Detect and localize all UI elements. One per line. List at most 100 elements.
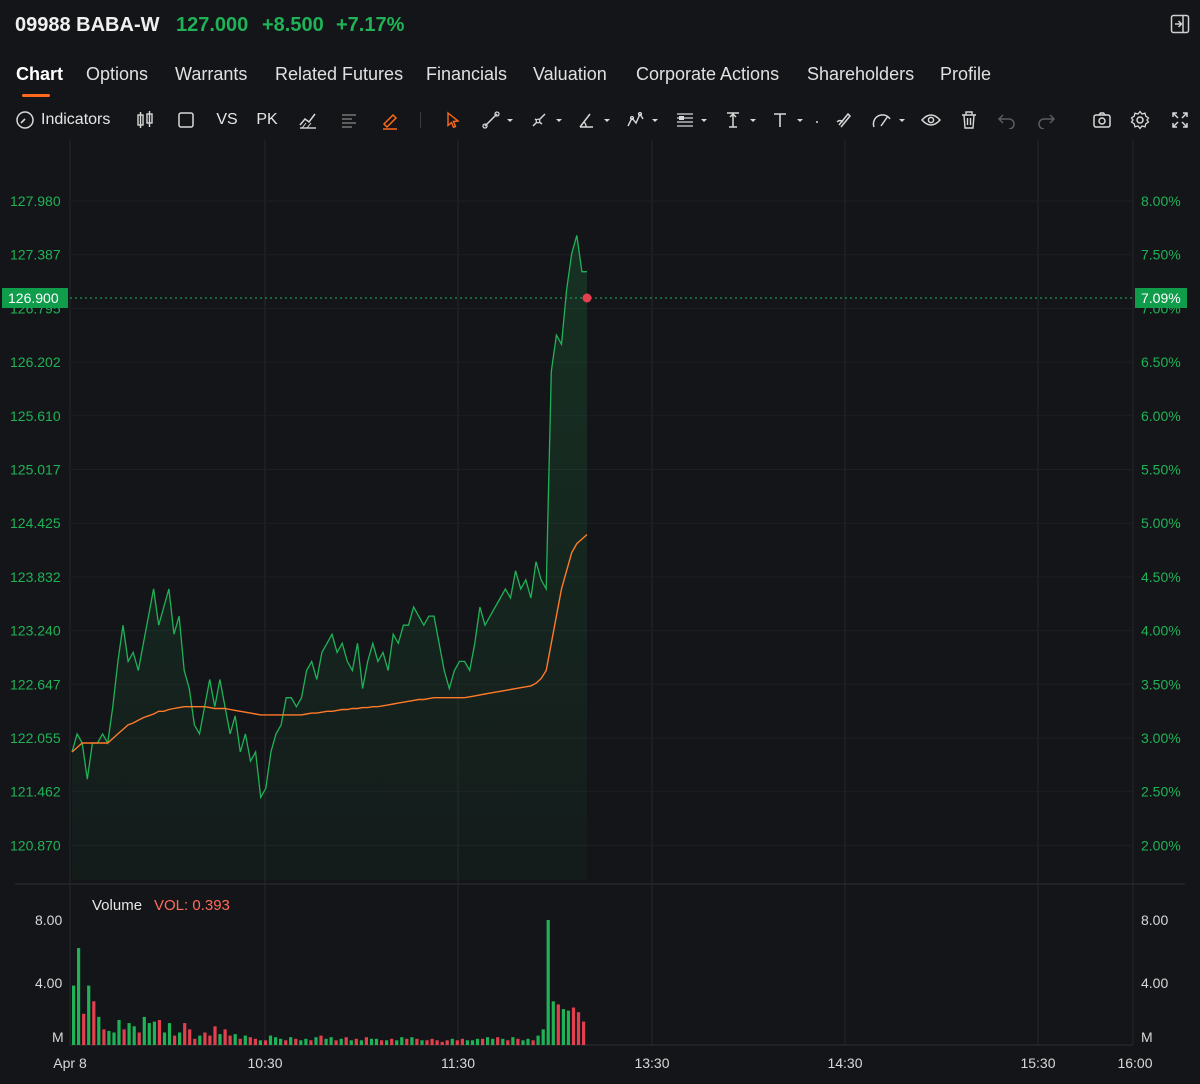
volume-bar bbox=[541, 1029, 545, 1045]
eraser-pen-icon[interactable] bbox=[833, 106, 855, 134]
volume-bar bbox=[576, 1012, 581, 1045]
volume-bar bbox=[440, 1041, 444, 1045]
volume-bar bbox=[107, 1030, 111, 1045]
price-tick-label: 123.832 bbox=[10, 569, 61, 585]
volume-bar bbox=[445, 1040, 449, 1045]
tab-related-futures[interactable]: Related Futures bbox=[275, 64, 404, 84]
volume-bar bbox=[450, 1038, 454, 1046]
ray-tool-icon[interactable] bbox=[528, 106, 566, 134]
tab-profile[interactable]: Profile bbox=[940, 64, 992, 84]
volume-bar bbox=[173, 1035, 177, 1045]
tab-valuation[interactable]: Valuation bbox=[533, 64, 607, 84]
tab-corporate-actions[interactable]: Corporate Actions bbox=[636, 64, 780, 84]
volume-bar bbox=[304, 1038, 308, 1046]
volume-bar bbox=[385, 1040, 389, 1045]
last-price-tag bbox=[2, 288, 68, 308]
rectangle-icon[interactable] bbox=[175, 106, 197, 134]
pct-tick-label: 4.00% bbox=[1141, 623, 1181, 639]
undo-icon[interactable] bbox=[996, 106, 1018, 134]
time-tick-label: 15:30 bbox=[1020, 1055, 1055, 1071]
brush-icon[interactable] bbox=[379, 106, 401, 134]
volume-bar bbox=[516, 1038, 520, 1046]
redo-icon[interactable] bbox=[1035, 106, 1057, 134]
volume-bar bbox=[167, 1023, 172, 1045]
price-range-icon[interactable] bbox=[722, 106, 760, 134]
pattern-tool-icon[interactable] bbox=[624, 106, 662, 134]
price-tick-label: 120.870 bbox=[10, 837, 61, 853]
collapse-panel-icon[interactable] bbox=[1170, 14, 1190, 36]
volume-bar bbox=[223, 1029, 227, 1045]
volume-tick-label: 4.00 bbox=[35, 975, 62, 991]
chart-grid bbox=[15, 140, 1185, 1046]
volume-bar bbox=[359, 1040, 363, 1045]
volume-bar bbox=[521, 1040, 525, 1045]
gauge-icon[interactable] bbox=[871, 106, 911, 134]
volume-bar bbox=[183, 1023, 187, 1045]
cursor-icon[interactable] bbox=[442, 106, 464, 134]
trash-icon[interactable] bbox=[958, 106, 980, 134]
tab-shareholders[interactable]: Shareholders bbox=[807, 64, 915, 84]
indicators-label: Indicators bbox=[41, 111, 111, 128]
tab-warrants[interactable]: Warrants bbox=[175, 64, 248, 84]
pct-tick-label: 6.00% bbox=[1141, 408, 1181, 424]
indicators-icon bbox=[16, 111, 34, 129]
volume-bar bbox=[299, 1040, 303, 1045]
volume-tick-label-right: 4.00 bbox=[1141, 975, 1168, 991]
volume-bar bbox=[364, 1037, 368, 1045]
volume-tick-label: M bbox=[52, 1029, 64, 1045]
volume-bar bbox=[157, 1020, 161, 1045]
pk-button[interactable]: PK bbox=[256, 111, 278, 128]
volume-title: Volume bbox=[92, 897, 142, 914]
indicators-button[interactable]: Indicators bbox=[15, 106, 115, 134]
angle-tool-icon[interactable] bbox=[576, 106, 614, 134]
tab-options[interactable]: Options bbox=[86, 64, 149, 84]
volume-bar bbox=[127, 1023, 131, 1045]
volume-bar bbox=[198, 1035, 202, 1045]
time-axis: Apr 8 10:30 11:30 13:30 14:30 15:30 16:00 bbox=[53, 1055, 1152, 1071]
trend-line-icon[interactable] bbox=[479, 106, 517, 134]
gear-icon[interactable] bbox=[1129, 106, 1151, 134]
volume-bar bbox=[248, 1037, 252, 1045]
volume-bar bbox=[561, 1009, 565, 1045]
volume-bar bbox=[566, 1010, 570, 1045]
fib-tool-icon[interactable] bbox=[673, 106, 711, 134]
text-align-icon[interactable] bbox=[338, 106, 360, 134]
tab-financials[interactable]: Financials bbox=[426, 64, 508, 84]
volume-bar bbox=[132, 1026, 136, 1046]
chart-toolbar: Indicators VS PK bbox=[0, 102, 1200, 138]
volume-bar bbox=[77, 948, 81, 1045]
fullscreen-icon[interactable] bbox=[1169, 106, 1191, 134]
candlestick-icon[interactable] bbox=[134, 106, 156, 134]
price-tick-label: 127.387 bbox=[10, 247, 61, 263]
volume-bar bbox=[324, 1038, 328, 1046]
volume-bar bbox=[420, 1040, 424, 1045]
volume-bar bbox=[415, 1038, 419, 1046]
pct-tick-label: 3.00% bbox=[1141, 730, 1181, 746]
volume-bar bbox=[435, 1040, 439, 1045]
volume-bar bbox=[380, 1040, 384, 1045]
intraday-chart[interactable]: 127.980127.387126.795126.202125.610125.0… bbox=[0, 140, 1200, 1079]
last-pct-tag bbox=[1135, 288, 1187, 308]
toolbar-divider bbox=[420, 112, 421, 128]
tab-chart[interactable]: Chart bbox=[16, 64, 63, 97]
volume-bar bbox=[268, 1035, 273, 1045]
volume-bar bbox=[481, 1038, 485, 1046]
last-price-marker: 126.900 7.09% bbox=[2, 288, 1187, 308]
eye-icon[interactable] bbox=[920, 106, 942, 134]
chart-area[interactable]: 127.980 127.387 126.795 126.202 125.610 125.0… bbox=[0, 140, 1200, 1079]
volume-bar bbox=[405, 1038, 409, 1046]
volume-bar bbox=[203, 1032, 207, 1045]
volume-bar bbox=[258, 1040, 262, 1045]
volume-bar bbox=[430, 1038, 434, 1046]
volume-bar bbox=[193, 1038, 197, 1046]
text-tool-icon[interactable] bbox=[771, 106, 821, 134]
compare-vs-button[interactable]: VS bbox=[216, 111, 238, 128]
volume-tick-label-right: 8.00 bbox=[1141, 912, 1168, 928]
area-chart-icon[interactable] bbox=[297, 106, 319, 134]
pct-tick-label: 2.50% bbox=[1141, 784, 1181, 800]
camera-icon[interactable] bbox=[1091, 106, 1113, 134]
volume-bar bbox=[238, 1038, 242, 1046]
price-tick-label: 123.240 bbox=[10, 623, 61, 639]
volume-bar bbox=[137, 1032, 141, 1045]
volume-bar bbox=[289, 1037, 293, 1045]
